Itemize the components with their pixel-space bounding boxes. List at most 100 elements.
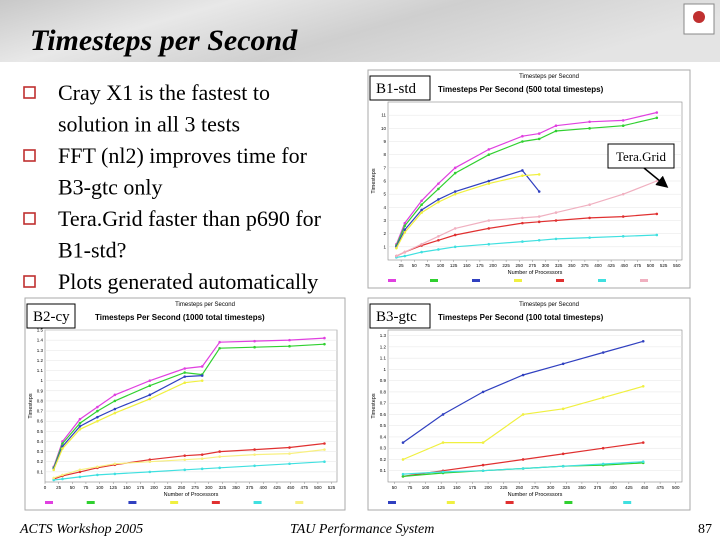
data-point bbox=[641, 339, 645, 343]
data-point bbox=[487, 219, 491, 222]
data-point bbox=[148, 384, 152, 388]
x-tick-label: 200 bbox=[150, 485, 158, 490]
y-tick-label: 0.5 bbox=[380, 423, 387, 428]
data-point bbox=[437, 198, 440, 201]
data-point bbox=[78, 428, 82, 431]
data-point bbox=[655, 111, 659, 114]
data-point bbox=[61, 473, 64, 477]
data-point bbox=[403, 254, 407, 258]
y-tick-label: 0.4 bbox=[380, 434, 387, 439]
legend-swatch bbox=[253, 501, 262, 504]
y-tick-label: 0.7 bbox=[37, 409, 44, 414]
y-tick-label: 4 bbox=[383, 205, 386, 210]
data-point bbox=[183, 381, 187, 384]
x-tick-label: 125 bbox=[437, 485, 445, 490]
chart-tag: B2-cy bbox=[33, 309, 70, 325]
data-point bbox=[487, 179, 491, 183]
legend-swatch bbox=[446, 501, 455, 504]
x-tick-label: 450 bbox=[620, 263, 628, 268]
data-point bbox=[323, 336, 326, 340]
data-point bbox=[401, 475, 405, 478]
data-point bbox=[453, 166, 457, 170]
legend-swatch bbox=[505, 501, 514, 504]
bullet-icon bbox=[23, 212, 36, 225]
y-tick-label: 0.4 bbox=[37, 439, 44, 444]
data-point bbox=[96, 415, 99, 419]
legend-swatch bbox=[295, 501, 304, 504]
x-tick-label: 100 bbox=[96, 485, 104, 490]
chart-title: Timesteps per Second bbox=[519, 302, 579, 308]
data-point bbox=[78, 468, 82, 472]
y-tick-label: 1.5 bbox=[37, 328, 44, 333]
data-point bbox=[52, 476, 56, 480]
data-point bbox=[323, 448, 326, 451]
y-tick-label: 1 bbox=[383, 367, 386, 372]
x-tick-label: 525 bbox=[660, 263, 668, 268]
x-tick-label: 150 bbox=[463, 263, 471, 268]
y-tick-label: 3 bbox=[383, 218, 386, 223]
x-tick-label: 350 bbox=[578, 485, 586, 490]
callout-box bbox=[607, 143, 675, 169]
data-point bbox=[537, 220, 541, 224]
x-tick-label: 275 bbox=[191, 485, 199, 490]
y-tick-label: 0.9 bbox=[380, 378, 387, 383]
data-point bbox=[148, 470, 152, 474]
x-tick-label: 425 bbox=[273, 485, 281, 490]
data-point bbox=[200, 374, 204, 377]
data-point bbox=[401, 472, 405, 476]
data-point bbox=[521, 134, 524, 138]
data-point bbox=[183, 454, 187, 457]
legend-swatch bbox=[388, 279, 396, 282]
y-tick-label: 0.8 bbox=[380, 389, 387, 394]
x-tick-label: 275 bbox=[529, 263, 537, 268]
footer-left: ACTS Workshop 2005 bbox=[19, 522, 143, 537]
data-point bbox=[395, 254, 398, 258]
data-point bbox=[481, 441, 485, 444]
legend-swatch bbox=[128, 501, 137, 504]
data-point bbox=[554, 219, 558, 222]
data-point bbox=[183, 371, 187, 374]
data-point bbox=[554, 211, 558, 214]
header-band bbox=[0, 0, 720, 62]
x-tick-label: 300 bbox=[542, 263, 550, 268]
x-tick-label: 200 bbox=[489, 263, 497, 268]
data-point bbox=[561, 407, 565, 411]
data-point bbox=[403, 224, 407, 228]
series-line bbox=[53, 380, 203, 471]
y-tick-label: 1.2 bbox=[380, 344, 387, 349]
series-line bbox=[53, 449, 325, 479]
data-point bbox=[537, 190, 541, 193]
y-tick-label: 1 bbox=[40, 378, 43, 383]
x-tick-label: 375 bbox=[246, 485, 254, 490]
data-point bbox=[521, 467, 525, 470]
data-point bbox=[561, 362, 565, 366]
legend-swatch bbox=[598, 279, 606, 282]
data-point bbox=[521, 458, 525, 461]
x-tick-label: 250 bbox=[515, 263, 523, 268]
data-point bbox=[453, 227, 457, 230]
data-point bbox=[183, 468, 187, 472]
x-tick-label: 300 bbox=[205, 485, 213, 490]
data-point bbox=[481, 463, 485, 467]
x-tick-label: 475 bbox=[656, 485, 664, 490]
x-tick-label: 0 bbox=[44, 485, 47, 490]
series-line bbox=[53, 343, 325, 469]
data-point bbox=[148, 458, 152, 462]
x-tick-label: 100 bbox=[422, 485, 430, 490]
y-tick-label: 0.1 bbox=[37, 469, 44, 474]
data-point bbox=[96, 405, 99, 409]
logo-mark bbox=[693, 11, 705, 23]
chart: Timesteps per Second Timesteps Per Second… bbox=[367, 297, 691, 511]
data-point bbox=[487, 182, 491, 185]
series-line bbox=[395, 173, 540, 249]
x-tick-label: 500 bbox=[647, 263, 655, 268]
legend-swatch bbox=[211, 501, 220, 504]
x-tick-label: 50 bbox=[70, 485, 76, 490]
x-tick-label: 375 bbox=[581, 263, 589, 268]
y-tick-label: 9 bbox=[383, 139, 386, 144]
y-tick-label: 0.9 bbox=[37, 388, 44, 393]
y-tick-label: 0.3 bbox=[37, 449, 44, 454]
data-point bbox=[288, 344, 291, 348]
x-tick-label: 150 bbox=[453, 485, 461, 490]
data-point bbox=[218, 346, 221, 350]
